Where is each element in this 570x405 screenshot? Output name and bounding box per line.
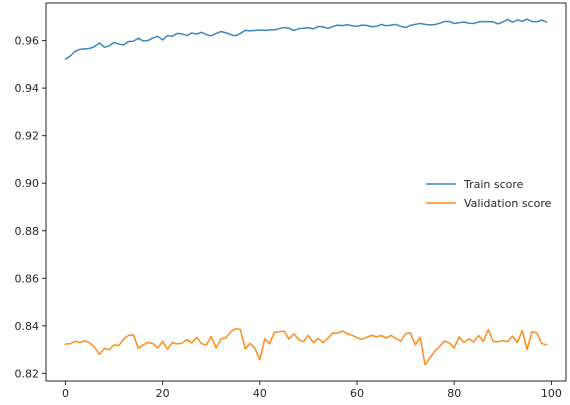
y-tick-label: 0.94 (15, 82, 40, 95)
series-layer (64, 18, 548, 366)
legend-label: Train score (463, 178, 524, 191)
x-tick-label: 40 (253, 387, 267, 400)
y-tick-label: 0.92 (15, 130, 40, 143)
validation-score-line (64, 327, 548, 366)
y-tick-label: 0.90 (15, 177, 40, 190)
legend: Train score Validation score (426, 178, 552, 210)
y-tick-label: 0.88 (15, 225, 40, 238)
y-tick-label: 0.84 (15, 320, 40, 333)
y-tick-label: 0.82 (15, 367, 40, 380)
train-score-line (64, 18, 548, 60)
x-tick-label: 0 (62, 387, 69, 400)
x-tick-label: 100 (541, 387, 562, 400)
x-tick-label: 80 (447, 387, 461, 400)
x-tick-label: 20 (156, 387, 170, 400)
x-tick-label: 60 (350, 387, 364, 400)
y-tick-label: 0.86 (15, 272, 40, 285)
x-axis-ticks: 0 20 40 60 80 100 (62, 381, 562, 400)
plot-area (45, 2, 567, 382)
y-tick-label: 0.96 (15, 35, 40, 48)
legend-label: Validation score (464, 197, 552, 210)
y-axis-ticks: 0.82 0.84 0.86 0.88 0.90 0.92 0.94 0.96 (15, 35, 46, 380)
